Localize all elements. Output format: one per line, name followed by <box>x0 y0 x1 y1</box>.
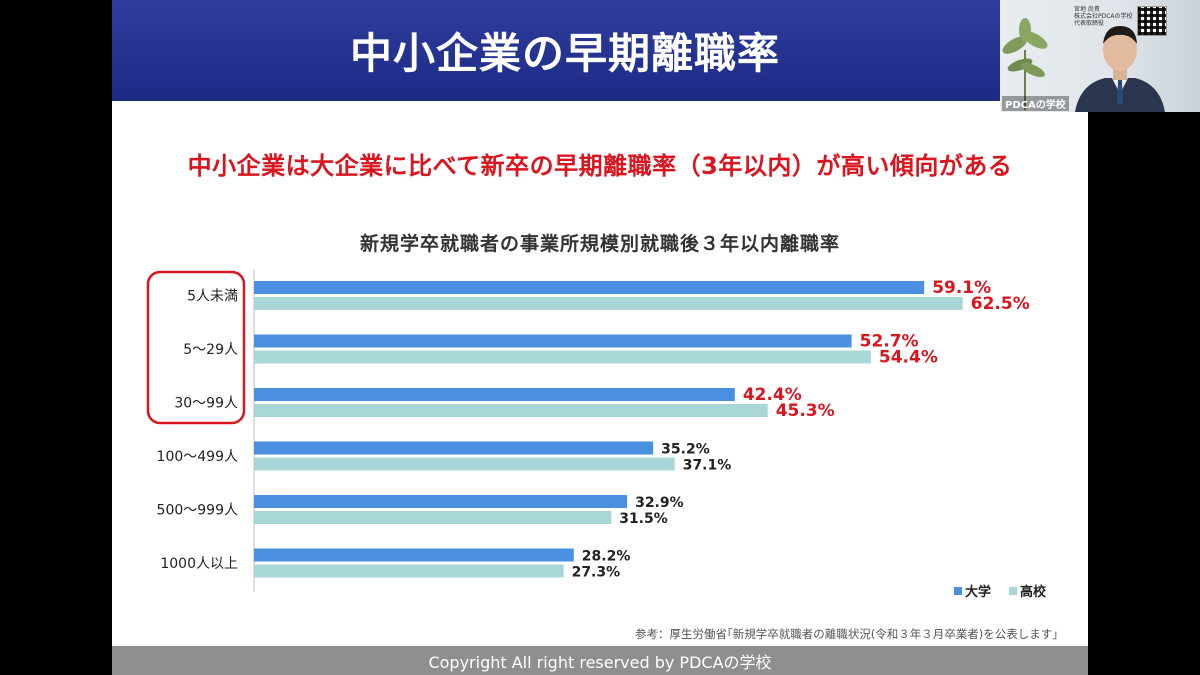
bar-university <box>254 388 735 401</box>
category-label: 5人未満 <box>187 289 238 305</box>
bar-highschool <box>254 350 871 364</box>
data-label: 52.7% <box>860 332 919 352</box>
bar-university <box>254 441 654 455</box>
bar-highschool <box>254 457 675 471</box>
highlight-box <box>146 270 246 425</box>
slide-title: 中小企業の早期離職率 <box>349 29 780 78</box>
legend-swatch <box>954 587 962 595</box>
data-label: 31.5% <box>619 511 668 527</box>
presenter-avatar <box>1075 26 1165 112</box>
category-label: 30～99人 <box>174 396 238 412</box>
chart-title: 新規学卒就職者の事業所規模別就職後３年以内離職率 <box>359 233 840 255</box>
slide: 中小企業の早期離職率 中小企業は大企業に比べて新卒の早期離職率（3年以内）が高い… <box>112 0 1088 675</box>
data-label: 27.3% <box>572 565 621 581</box>
legend-swatch <box>1009 587 1017 595</box>
bar-highschool <box>254 404 768 417</box>
category-label: 500～999人 <box>157 503 238 519</box>
category-label: 1000人以上 <box>160 556 238 572</box>
source-note: 参考：厚生労働省｢新規学卒就職者の離職状況(令和３年３月卒業者)を公表します｣ <box>635 627 1058 641</box>
bar-chart: 5人未満 59.1%62.5% 5～29人 52.7%54.4% 30～99人 42.4%… <box>146 270 1047 600</box>
bar-university <box>254 548 574 562</box>
data-label: 45.3% <box>776 401 835 421</box>
category-label: 100～499人 <box>157 449 238 465</box>
data-label: 59.1% <box>932 278 991 298</box>
title-bar: 中小企業の早期離職率 <box>112 0 1088 101</box>
footer-copyright: Copyright All right reserved by PDCAの学校 <box>112 646 1088 675</box>
data-label: 62.5% <box>971 294 1030 314</box>
copyright-text: Copyright All right reserved by PDCAの学校 <box>428 652 772 672</box>
slide-subtitle: 中小企業は大企業に比べて新卒の早期離職率（3年以内）が高い傾向がある <box>187 152 1013 180</box>
legend-label: 高校 <box>1020 584 1047 600</box>
webcam-overlay: 宮地 尚貴 株式会社PDCAの学校 代表取締役 PDCAの学校 <box>1000 0 1200 112</box>
category-label: 5～29人 <box>183 342 238 358</box>
bar-university <box>254 281 925 294</box>
presenter-name: 宮地 尚貴 株式会社PDCAの学校 代表取締役 <box>1074 6 1133 27</box>
bar-highschool <box>254 297 963 310</box>
data-label: 35.2% <box>661 442 710 458</box>
bar-highschool <box>254 564 564 578</box>
plant-icon <box>1002 18 1048 110</box>
bar-university <box>254 495 628 508</box>
legend-label: 大学 <box>965 584 991 600</box>
bar-university <box>254 334 852 348</box>
data-label: 28.2% <box>582 549 631 565</box>
qr-code-icon <box>1137 6 1167 36</box>
data-label: 32.9% <box>635 495 684 511</box>
data-label: 37.1% <box>683 458 732 474</box>
data-label: 42.4% <box>743 385 802 405</box>
bar-highschool <box>254 511 612 524</box>
data-label: 54.4% <box>879 348 938 368</box>
camera-label: PDCAの学校 <box>1002 96 1069 111</box>
